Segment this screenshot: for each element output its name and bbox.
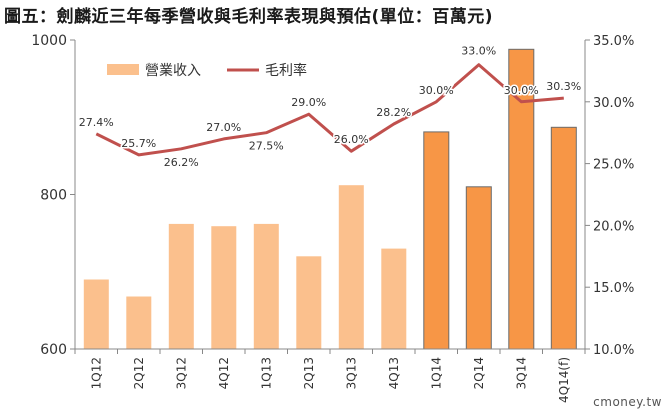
legend-label-margin: 毛利率: [265, 62, 307, 79]
margin-label-2Q12: 25.7%: [121, 137, 156, 150]
right-tick-label: 25.0%: [593, 158, 634, 173]
margin-label-1Q13: 27.5%: [249, 140, 284, 153]
x-tick-label: 3Q12: [174, 357, 188, 389]
line-layer: [95, 63, 564, 157]
x-tick-label: 4Q12: [217, 357, 231, 389]
margin-label-4Q13: 28.2%: [376, 106, 411, 119]
x-tick-label: 3Q14: [514, 357, 528, 389]
bar-1Q12: [83, 279, 109, 349]
bar-4Q14(f): [550, 126, 577, 350]
margin-label-1Q14: 30.0%: [419, 84, 454, 97]
x-tick-label: 1Q12: [89, 357, 103, 389]
margin-label-1Q12: 27.4%: [79, 116, 114, 129]
margin-label-2Q13: 29.0%: [291, 96, 326, 109]
bar-3Q12: [168, 223, 194, 349]
bar-1Q13: [253, 223, 279, 349]
x-tick-label: 2Q14: [472, 357, 486, 389]
legend-label-revenue: 營業收入: [145, 63, 201, 79]
right-tick-label: 10.0%: [593, 343, 634, 358]
bars-layer: [83, 48, 577, 350]
bar-2Q13: [296, 256, 322, 349]
margin-line: [95, 63, 564, 157]
margin-label-2Q14: 33.0%: [461, 45, 496, 58]
watermark: cmoney.tw: [593, 395, 662, 409]
x-tick-label: 2Q13: [302, 357, 316, 389]
bar-3Q13: [338, 185, 364, 349]
x-tick-label: 2Q12: [132, 357, 146, 389]
bar-2Q12: [126, 296, 152, 349]
right-tick-label: 35.0%: [593, 34, 634, 49]
x-tick-label: 1Q14: [429, 357, 443, 389]
bar-2Q14: [465, 186, 492, 350]
left-tick-label: 1000: [31, 33, 67, 49]
x-tick-label: 4Q13: [387, 357, 401, 389]
right-tick-label: 15.0%: [593, 281, 634, 296]
bar-3Q14: [508, 48, 535, 350]
data-labels-layer: 27.4% 25.7% 26.2% 27.0% 27.5% 29.0% 26.0% 28.2%…: [77, 43, 582, 170]
x-tick-label: 1Q13: [259, 357, 273, 389]
margin-label-3Q12: 26.2%: [164, 156, 199, 169]
axes-layer: 600 800 1000 10.0% 15.0% 20.0% 25.0% 30.0% 35.0%…: [31, 33, 634, 403]
margin-label-3Q14: 30.0%: [504, 84, 539, 97]
x-tick-label: 4Q14(f): [557, 357, 571, 403]
bar-1Q14: [423, 131, 450, 350]
left-tick-label: 600: [40, 342, 67, 358]
x-tick-label: 3Q13: [344, 357, 358, 389]
margin-label-4Q14(f): 30.3%: [546, 80, 581, 93]
chart-title: 圖五：劍麟近三年每季營收與毛利率表現與預估(單位：百萬元): [4, 7, 494, 27]
right-tick-label: 30.0%: [593, 96, 634, 111]
bar-4Q12: [211, 226, 237, 349]
legend-swatch-revenue: [107, 64, 139, 75]
bar-4Q13: [381, 248, 407, 349]
left-tick-label: 800: [40, 188, 67, 204]
margin-label-3Q13: 26.0%: [334, 133, 369, 146]
right-tick-label: 20.0%: [593, 219, 634, 234]
margin-label-4Q12: 27.0%: [206, 121, 241, 134]
legend: 營業收入 毛利率: [107, 62, 307, 79]
